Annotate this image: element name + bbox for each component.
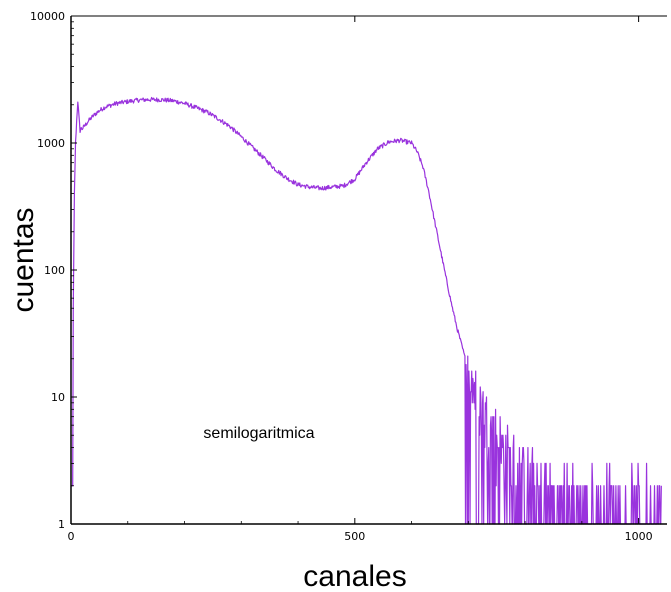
x-axis-title: canales	[303, 560, 406, 592]
y-tick-label: 100	[44, 264, 65, 277]
axes	[70, 15, 667, 525]
y-tick-label: 1	[58, 518, 65, 531]
x-tick-label: 0	[68, 530, 75, 543]
tick-labels: 1 10 100 1000 10000 0 500 1000	[30, 10, 653, 543]
plot-area	[70, 96, 662, 525]
x-tick-label: 500	[344, 530, 365, 543]
x-tick-label: 1000	[625, 530, 653, 543]
spectrum-series-line	[70, 96, 662, 525]
y-tick-label: 10000	[30, 10, 65, 23]
y-tick-label: 1000	[37, 137, 65, 150]
chart-annotation: semilogaritmica	[203, 425, 314, 442]
y-tick-label: 10	[51, 391, 65, 404]
y-axis-title: cuentas	[7, 207, 40, 312]
